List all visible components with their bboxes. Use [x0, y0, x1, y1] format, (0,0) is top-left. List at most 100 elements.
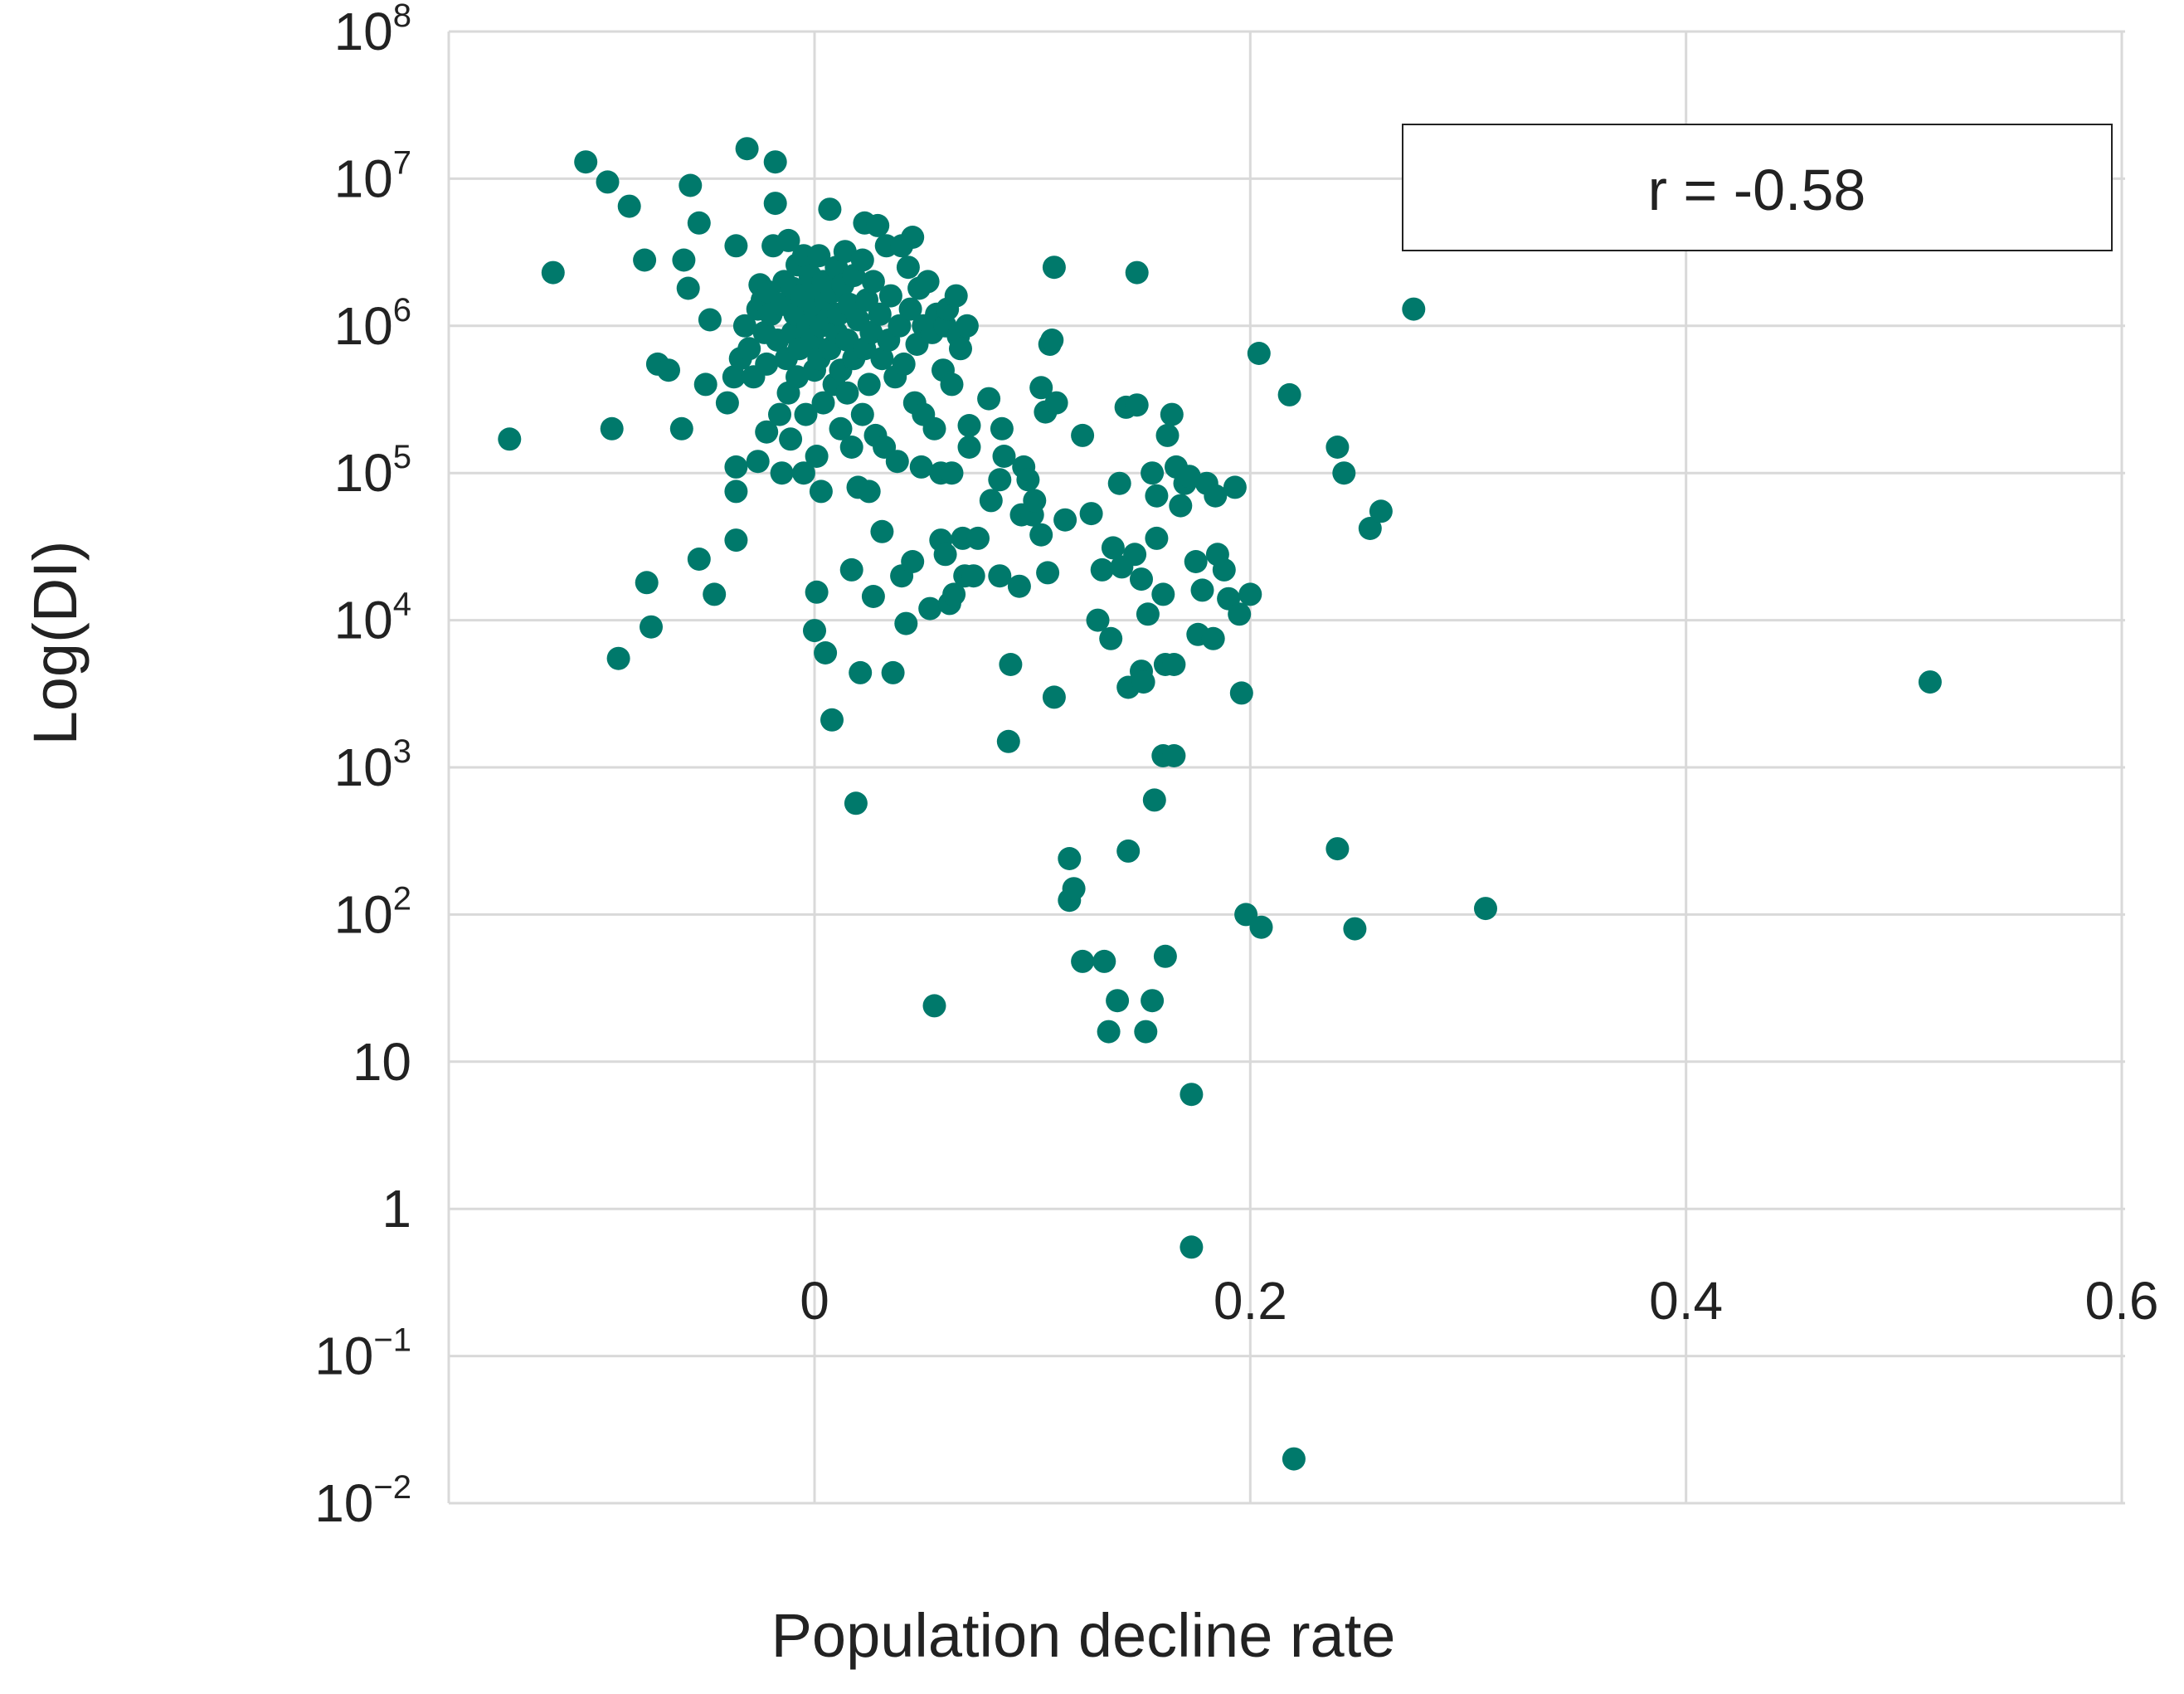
data-point [809, 479, 833, 504]
y-tick-label: 10−1 [314, 1322, 411, 1386]
data-point [768, 402, 791, 426]
data-point [1042, 256, 1066, 280]
data-point [979, 489, 1003, 513]
data-point [640, 615, 663, 639]
data-point [657, 358, 680, 382]
y-tick-label: 105 [334, 439, 411, 503]
data-point [724, 479, 748, 504]
data-point [894, 611, 918, 635]
data-point [916, 270, 940, 294]
data-point [1086, 608, 1110, 632]
data-point [1071, 423, 1095, 447]
y-tick-label: 106 [334, 292, 411, 356]
data-point [1204, 484, 1228, 508]
y-tick-label: 10 [353, 1032, 411, 1092]
data-point [735, 137, 759, 161]
data-point [1029, 376, 1053, 400]
data-point [779, 427, 803, 451]
annotation-text: r = -0.58 [1648, 158, 1866, 222]
data-point [1058, 847, 1082, 870]
data-point [1131, 670, 1155, 694]
data-point [820, 708, 844, 732]
data-point [1040, 329, 1064, 352]
data-point [1036, 561, 1060, 585]
data-point [977, 387, 1001, 411]
data-point [1099, 626, 1123, 650]
data-point [861, 270, 885, 294]
data-point [1134, 1020, 1158, 1044]
data-point [922, 416, 946, 441]
data-point [861, 585, 885, 608]
data-point [1177, 465, 1201, 489]
data-point [1153, 944, 1177, 968]
x-axis-label: Population decline rate [771, 1601, 1396, 1670]
y-axis-label: Log(DI) [21, 541, 90, 746]
data-point [1097, 1020, 1121, 1044]
data-point [617, 194, 641, 218]
data-point [844, 791, 868, 815]
data-point [803, 619, 826, 643]
data-point [1369, 499, 1393, 523]
data-point [1229, 681, 1253, 705]
y-tick-label: 107 [334, 144, 411, 208]
x-tick-label: 0.4 [1649, 1271, 1723, 1331]
data-point [1071, 949, 1095, 973]
data-point [1145, 484, 1169, 508]
data-point [770, 461, 794, 485]
data-point [940, 372, 964, 397]
data-point [1247, 342, 1271, 365]
data-point [724, 455, 748, 479]
data-point [1234, 903, 1258, 927]
data-point [1474, 897, 1497, 921]
data-point [1184, 550, 1208, 573]
data-point [901, 550, 925, 573]
data-point [1212, 557, 1236, 582]
data-point [1023, 489, 1047, 513]
data-point [992, 445, 1016, 468]
data-point [878, 284, 902, 308]
data-point [687, 548, 711, 571]
data-point [763, 150, 787, 174]
data-point [1141, 461, 1165, 485]
data-point [1151, 582, 1175, 606]
data-point [1201, 626, 1225, 650]
data-point [901, 226, 925, 249]
data-point [1029, 523, 1053, 547]
data-point [885, 450, 909, 474]
data-point [1042, 685, 1066, 709]
data-point [698, 308, 722, 332]
data-point [1162, 653, 1186, 676]
data-point [669, 416, 693, 441]
data-point [672, 248, 696, 272]
data-point [835, 329, 859, 352]
data-point [957, 414, 981, 437]
data-point [703, 582, 727, 606]
data-point [857, 372, 881, 397]
data-point [737, 337, 761, 361]
data-point [988, 468, 1012, 492]
data-point [1282, 1447, 1306, 1471]
data-point [933, 543, 957, 567]
data-point [829, 416, 853, 441]
data-point [1107, 471, 1131, 495]
data-point [794, 402, 818, 426]
data-point [1062, 877, 1086, 901]
data-point [1169, 494, 1193, 518]
x-tick-label: 0.2 [1214, 1271, 1287, 1331]
annotation-box [1402, 124, 2113, 251]
data-point [892, 352, 916, 376]
data-point [850, 248, 874, 272]
data-point [596, 170, 620, 194]
data-point [1079, 502, 1103, 526]
data-point [922, 994, 946, 1018]
y-tick-label: 104 [334, 587, 411, 650]
data-point [1223, 475, 1247, 499]
data-point [807, 244, 831, 268]
data-point [1402, 297, 1426, 321]
data-point [866, 213, 890, 237]
data-point [1332, 461, 1356, 485]
data-point [961, 564, 985, 588]
data-point [868, 302, 892, 326]
data-point [1125, 260, 1149, 285]
data-point [786, 365, 809, 389]
